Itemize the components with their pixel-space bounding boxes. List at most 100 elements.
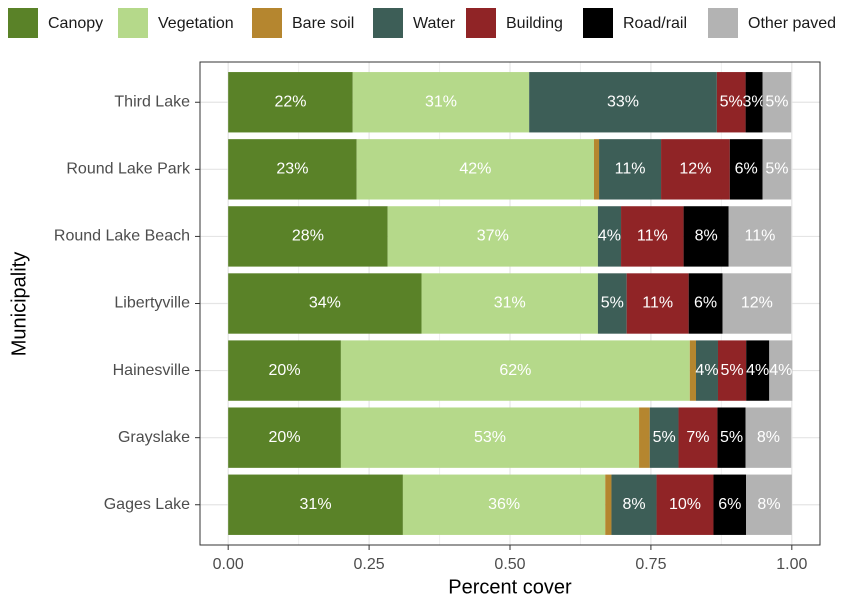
bar-segment: [352, 72, 530, 133]
bar-segment: [678, 407, 718, 468]
data-label: 31%: [300, 496, 332, 513]
x-tick-label: 1.00: [776, 556, 807, 573]
bar-segment: [228, 206, 388, 267]
bar-segment: [746, 340, 770, 401]
bar-segment: [605, 474, 612, 535]
data-label: 5%: [721, 362, 744, 379]
bar-segment: [228, 474, 403, 535]
bar-segment: [717, 407, 746, 468]
bar-segment: [689, 340, 696, 401]
data-label: 31%: [425, 93, 457, 110]
bar-segment: [387, 206, 598, 267]
y-tick-label: Round Lake Park: [66, 161, 191, 178]
bar-segment: [728, 206, 792, 267]
data-label: 6%: [694, 295, 717, 312]
data-label: 11%: [642, 295, 673, 312]
bar-segment: [597, 206, 622, 267]
data-label: 20%: [269, 429, 301, 446]
y-tick-label: Grayslake: [118, 429, 190, 446]
data-label: 3%: [742, 93, 765, 110]
y-tick-label: Round Lake Beach: [54, 228, 190, 245]
bar-segment: [661, 139, 730, 200]
data-label: 4%: [598, 228, 621, 245]
bar-segment: [621, 206, 684, 267]
y-tick-label: Hainesville: [113, 362, 190, 379]
data-label: 31%: [494, 295, 526, 312]
bar-segment: [649, 407, 679, 468]
data-label: 53%: [474, 429, 506, 446]
legend-label: Water: [413, 15, 456, 32]
data-label: 8%: [695, 228, 718, 245]
legend-label: Vegetation: [158, 15, 234, 32]
legend-swatch: [708, 8, 738, 38]
legend-swatch: [118, 8, 148, 38]
legend-swatch: [583, 8, 613, 38]
bar-segment: [769, 340, 793, 401]
data-label: 10%: [669, 496, 701, 513]
bar-segment: [656, 474, 714, 535]
y-tick-label: Libertyville: [114, 295, 190, 312]
bar-segment: [729, 139, 763, 200]
legend-swatch: [252, 8, 282, 38]
y-tick-label: Gages Lake: [104, 496, 190, 513]
bar-segment: [611, 474, 657, 535]
data-label: 5%: [765, 161, 788, 178]
bar-segment: [529, 72, 717, 133]
data-label: 23%: [276, 161, 308, 178]
bar-segment: [228, 340, 341, 401]
legend-swatch: [373, 8, 403, 38]
legend-label: Other paved: [748, 15, 836, 32]
data-label: 6%: [735, 161, 758, 178]
bar-segment: [745, 72, 763, 133]
bar-segment: [762, 72, 792, 133]
plot-border: [199, 61, 821, 546]
data-label: 5%: [601, 295, 624, 312]
data-label: 8%: [757, 429, 780, 446]
x-axis-title: Percent cover: [448, 576, 572, 598]
bar-segment: [745, 407, 792, 468]
data-label: 4%: [695, 362, 718, 379]
bar-segment: [356, 139, 594, 200]
data-label: 11%: [637, 228, 668, 245]
bar-segment: [688, 273, 723, 334]
bar-segment: [228, 72, 353, 133]
legend-label: Road/rail: [623, 15, 687, 32]
x-tick-label: 0.00: [213, 556, 244, 573]
data-label: 4%: [769, 362, 792, 379]
data-label: 33%: [607, 93, 639, 110]
data-label: 12%: [741, 295, 773, 312]
data-label: 5%: [765, 93, 788, 110]
bar-segment: [716, 72, 746, 133]
data-label: 42%: [459, 161, 491, 178]
y-axis-title: Municipality: [8, 252, 30, 356]
bar-segment: [746, 474, 792, 535]
legend-swatch: [8, 8, 38, 38]
data-label: 36%: [488, 496, 520, 513]
data-label: 62%: [499, 362, 531, 379]
data-label: 22%: [274, 93, 306, 110]
bar-segment: [340, 340, 690, 401]
data-label: 34%: [309, 295, 341, 312]
bar-segment: [599, 139, 662, 200]
x-tick-label: 0.75: [635, 556, 666, 573]
bar-segment: [639, 407, 650, 468]
data-label: 6%: [718, 496, 741, 513]
bar-segment: [696, 340, 718, 401]
bar-segment: [722, 273, 792, 334]
data-label: 37%: [477, 228, 509, 245]
bar-segment: [762, 139, 792, 200]
x-tick-label: 0.50: [494, 556, 525, 573]
legend-label: Bare soil: [292, 15, 354, 32]
bar-segment: [713, 474, 747, 535]
bar-segment: [228, 407, 341, 468]
y-tick-label: Third Lake: [114, 93, 190, 110]
bar-segment: [597, 273, 627, 334]
data-label: 11%: [615, 161, 646, 178]
bar-segment: [717, 340, 747, 401]
legend-swatch: [466, 8, 496, 38]
data-label: 11%: [745, 228, 776, 245]
x-tick-label: 0.25: [354, 556, 385, 573]
data-label: 4%: [746, 362, 769, 379]
bar-segment: [683, 206, 729, 267]
data-label: 5%: [720, 429, 743, 446]
